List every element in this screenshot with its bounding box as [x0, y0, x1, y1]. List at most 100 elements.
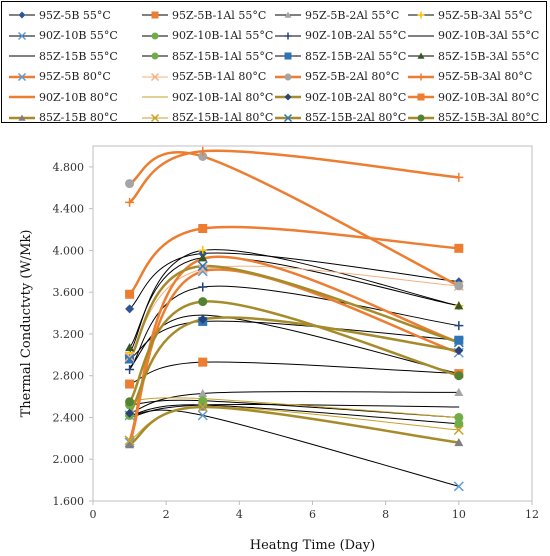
- legend-swatch: [142, 52, 168, 60]
- legend-swatch-marker: [150, 72, 160, 81]
- legend-label: 85Z-15B-1Al 80°C: [172, 111, 274, 125]
- legend-swatch: [9, 31, 35, 40]
- legend-swatch: [142, 11, 168, 19]
- legend-swatch-marker: [417, 93, 425, 101]
- data-point-marker: [125, 304, 135, 314]
- legend-swatch-marker: [151, 11, 159, 19]
- y-tick-label: 4.800: [53, 161, 85, 174]
- legend-item: 95Z-5B-3Al 80°C: [407, 67, 540, 88]
- chart-legend: 95Z-5B 55°C 95Z-5B-1Al 55°C 95Z-5B-2Al 55°…: [1, 1, 547, 125]
- legend-label: 95Z-5B-3Al 80°C: [438, 70, 533, 84]
- data-point-marker: [454, 419, 464, 429]
- data-point-marker: [198, 282, 208, 292]
- legend-item: 85Z-15B-1Al 80°C: [141, 108, 274, 129]
- legend-label: 85Z-15B 55°C: [39, 49, 118, 63]
- data-point-marker: [453, 481, 464, 492]
- series-line: [129, 320, 460, 360]
- data-point-marker: [454, 438, 464, 447]
- data-point-marker: [125, 179, 135, 189]
- data-point-marker: [454, 371, 464, 381]
- series-line: [129, 285, 460, 370]
- legend-swatch-marker: [417, 11, 425, 19]
- x-tick-label: 2: [163, 508, 170, 521]
- legend-label: 90Z-10B 55°C: [39, 29, 118, 43]
- legend-item: 95Z-5B 80°C: [8, 67, 141, 88]
- y-tick-label: 4.000: [53, 244, 85, 257]
- legend-swatch: [408, 11, 434, 19]
- data-point-marker: [197, 264, 208, 275]
- series-line: [128, 264, 461, 361]
- legend-swatch: [275, 52, 301, 60]
- data-point-marker: [198, 253, 208, 262]
- legend-swatch-marker: [17, 72, 27, 81]
- legend-label: 95Z-5B-2Al 55°C: [305, 8, 400, 22]
- legend-label: 95Z-5B 55°C: [39, 8, 111, 22]
- data-point-marker: [198, 151, 208, 161]
- legend-item: 95Z-5B-1Al 55°C: [141, 5, 274, 26]
- data-point-marker: [197, 410, 208, 421]
- legend-swatch: [408, 93, 434, 101]
- legend-swatch: [408, 73, 434, 81]
- y-axis-title: Thermal Conductvty (W/Mk): [19, 230, 34, 418]
- legend-swatch-marker: [18, 11, 26, 19]
- legend-item: 90Z-10B 80°C: [8, 87, 141, 108]
- axes: 0 2 4 6 8 10 12 1.600 2.000 2.400 2.800 3.200 3.600 4…: [53, 145, 539, 521]
- series-line: [129, 403, 460, 418]
- legend-item: 85Z-15B-2Al 55°C: [274, 46, 407, 67]
- legend-item: 95Z-5B-3Al 55°C: [407, 5, 540, 26]
- data-point-marker: [454, 321, 464, 331]
- data-point-marker: [124, 351, 135, 362]
- data-point-marker: [454, 335, 464, 345]
- data-point-marker: [454, 243, 464, 253]
- legend-swatch-marker: [284, 52, 292, 60]
- data-point-marker: [454, 281, 464, 291]
- data-point-marker: [198, 314, 208, 324]
- legend-swatch: [142, 32, 168, 40]
- series-line: [128, 300, 461, 404]
- series-line: [129, 249, 460, 354]
- data-point-marker: [453, 337, 464, 348]
- data-point-marker: [125, 289, 135, 299]
- legend-swatch-marker: [284, 93, 292, 101]
- data-point-marker: [124, 353, 135, 365]
- y-tick-label: 3.200: [53, 328, 85, 341]
- data-point-marker: [198, 357, 208, 367]
- series-markers: [124, 146, 464, 492]
- legend-swatch-marker: [151, 32, 159, 40]
- legend-swatch: [142, 113, 168, 122]
- line-chart: 0 2 4 6 8 10 12 1.600 2.000 2.400 2.800 3.200 3.600 4…: [19, 145, 539, 553]
- legend-swatch: [9, 96, 35, 99]
- legend-item: 95Z-5B-2Al 80°C: [274, 67, 407, 88]
- legend-label: 90Z-10B-1Al 80°C: [172, 90, 274, 104]
- legend-swatch: [142, 72, 168, 81]
- legend-label: 85Z-15B-2Al 80°C: [305, 111, 407, 125]
- legend-swatch: [275, 73, 301, 81]
- data-point-marker: [197, 261, 208, 272]
- data-point-marker: [198, 146, 208, 156]
- legend-item: 85Z-15B-1Al 55°C: [141, 46, 274, 67]
- series-line: [129, 404, 460, 425]
- data-point-marker: [454, 172, 464, 182]
- series-line: [128, 149, 461, 204]
- series-line: [129, 252, 460, 310]
- data-point-marker: [125, 364, 135, 374]
- y-tick-label: 1.600: [53, 495, 85, 508]
- legend-swatch-marker: [17, 31, 27, 40]
- legend-label: 85Z-15B-3Al 55°C: [438, 49, 540, 63]
- legend-label: 90Z-10B-1Al 55°C: [172, 29, 274, 43]
- legend-label: 90Z-10B-3Al 80°C: [438, 90, 540, 104]
- legend-swatch: [9, 72, 35, 81]
- data-point-marker: [453, 424, 464, 436]
- legend-item: 95Z-5B 55°C: [8, 5, 141, 26]
- legend-item: 90Z-10B-2Al 55°C: [274, 26, 407, 47]
- data-point-marker: [454, 301, 464, 310]
- legend-label: 85Z-15B 80°C: [39, 111, 118, 125]
- legend-swatch: [408, 114, 434, 122]
- legend-swatch-marker: [417, 73, 425, 81]
- legend-label: 90Z-10B-2Al 55°C: [305, 29, 407, 43]
- legend-label: 90Z-10B-2Al 80°C: [305, 90, 407, 104]
- legend-swatch-marker: [284, 32, 292, 40]
- legend-item: 85Z-15B-3Al 80°C: [407, 108, 540, 129]
- legend-label: 95Z-5B-3Al 55°C: [438, 8, 533, 22]
- legend-swatch: [408, 35, 434, 37]
